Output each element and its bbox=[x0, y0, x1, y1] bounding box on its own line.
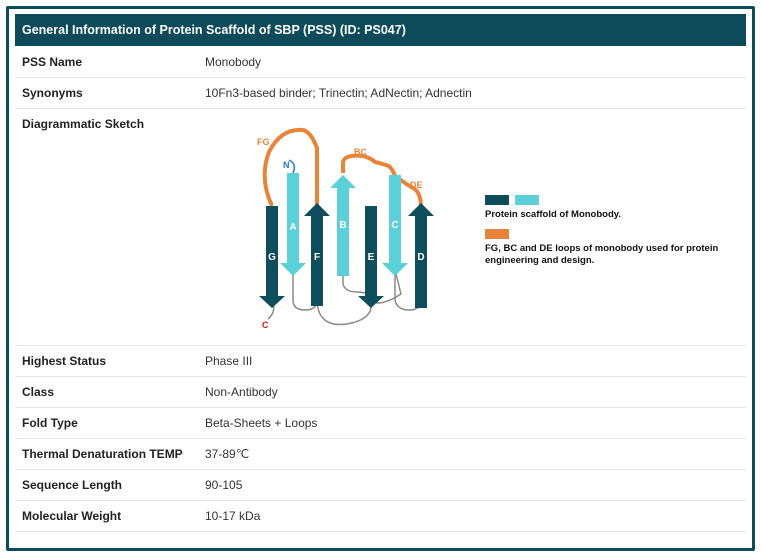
strand-e-label: E bbox=[368, 252, 375, 263]
n-term-label: N bbox=[283, 160, 290, 170]
mol-weight-label: Molecular Weight bbox=[22, 509, 122, 523]
synonyms-label: Synonyms bbox=[22, 86, 83, 100]
fold-type-label: Fold Type bbox=[22, 416, 78, 430]
panel-title: General Information of Protein Scaffold … bbox=[15, 14, 746, 46]
row-class: Class Non-Antibody bbox=[15, 376, 746, 408]
fg-loop-label: FG bbox=[257, 137, 270, 147]
legend-loops-text-line1: FG, BC and DE loops of monobody used for… bbox=[485, 243, 718, 254]
highest-status-label: Highest Status bbox=[22, 354, 107, 368]
loop-f-e bbox=[316, 300, 372, 326]
strand-g-label: G bbox=[268, 252, 276, 263]
strand-d bbox=[408, 203, 434, 308]
row-pss-name: PSS Name Monobody bbox=[15, 46, 746, 78]
n-term-tail bbox=[288, 159, 296, 174]
sketch-label: Diagrammatic Sketch bbox=[22, 117, 145, 131]
legend-swatch-dark bbox=[485, 195, 509, 205]
row-sequence-length: Sequence Length 90-105 bbox=[15, 469, 746, 501]
class-value: Non-Antibody bbox=[205, 385, 278, 399]
mol-weight-value: 10-17 kDa bbox=[205, 509, 261, 523]
row-fold-type: Fold Type Beta-Sheets + Loops bbox=[15, 407, 746, 439]
strand-e bbox=[358, 206, 384, 308]
strand-d-label: D bbox=[417, 252, 424, 263]
legend-swatch-light bbox=[515, 195, 539, 205]
synonyms-value: 10Fn3-based binder; Trinectin; AdNectin;… bbox=[205, 86, 472, 100]
bc-loop-label: BC bbox=[354, 147, 367, 157]
fold-type-value: Beta-Sheets + Loops bbox=[205, 416, 318, 430]
seq-length-label: Sequence Length bbox=[22, 478, 123, 492]
row-thermal: Thermal Denaturation TEMP 37-89℃ bbox=[15, 438, 746, 470]
row-synonyms: Synonyms 10Fn3-based binder; Trinectin; … bbox=[15, 77, 746, 109]
monobody-diagram: G A F B E C D FG BC DE N C Protein scaff… bbox=[243, 118, 743, 333]
thermal-label: Thermal Denaturation TEMP bbox=[22, 447, 183, 461]
c-term-label: C bbox=[262, 320, 269, 330]
strand-g bbox=[259, 206, 285, 308]
thermal-value: 37-89℃ bbox=[205, 447, 250, 461]
pss-name-value: Monobody bbox=[205, 55, 262, 69]
strand-f bbox=[304, 203, 330, 306]
fg-loop bbox=[262, 127, 319, 216]
seq-length-value: 90-105 bbox=[205, 478, 243, 492]
strand-c-label: C bbox=[391, 220, 398, 231]
monobody-sketch-svg: G A F B E C D FG BC DE N C Protein scaff… bbox=[257, 127, 718, 330]
bc-loop bbox=[341, 153, 397, 177]
legend-scaffold-text: Protein scaffold of Monobody. bbox=[485, 209, 621, 220]
pss-name-label: PSS Name bbox=[22, 55, 83, 69]
strand-a-label: A bbox=[289, 222, 296, 233]
de-loop-label: DE bbox=[410, 180, 423, 190]
class-label: Class bbox=[22, 385, 55, 399]
strand-b bbox=[330, 175, 356, 276]
strand-c bbox=[382, 175, 408, 276]
strand-b-label: B bbox=[339, 220, 346, 231]
info-panel: General Information of Protein Scaffold … bbox=[6, 6, 755, 551]
legend-loops-text-line2: engineering and design. bbox=[485, 255, 594, 266]
strand-f-label: F bbox=[314, 252, 320, 263]
row-molecular-weight: Molecular Weight 10-17 kDa bbox=[15, 500, 746, 532]
row-diagrammatic-sketch: Diagrammatic Sketch bbox=[15, 108, 746, 346]
highest-status-value: Phase III bbox=[205, 354, 253, 368]
legend-swatch-orange bbox=[485, 229, 509, 239]
row-highest-status: Highest Status Phase III bbox=[15, 345, 746, 377]
strand-a bbox=[280, 173, 306, 276]
